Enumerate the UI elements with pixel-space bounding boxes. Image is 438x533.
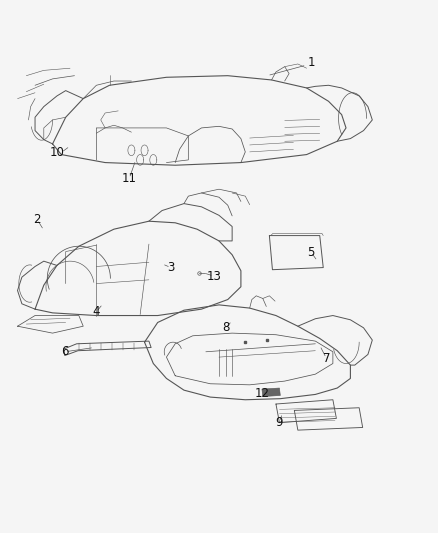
Text: 13: 13 xyxy=(206,270,221,282)
Polygon shape xyxy=(262,388,280,397)
Text: 7: 7 xyxy=(322,352,330,365)
Text: 12: 12 xyxy=(254,387,269,400)
Text: 2: 2 xyxy=(33,213,41,226)
Text: 11: 11 xyxy=(122,172,137,185)
Text: 6: 6 xyxy=(61,345,69,358)
Text: 4: 4 xyxy=(92,305,100,318)
Text: 3: 3 xyxy=(167,261,174,274)
Text: 1: 1 xyxy=(307,56,315,69)
Text: 8: 8 xyxy=(222,321,229,334)
Text: 10: 10 xyxy=(49,146,64,159)
Text: 9: 9 xyxy=(276,416,283,429)
Text: 5: 5 xyxy=(307,246,314,259)
